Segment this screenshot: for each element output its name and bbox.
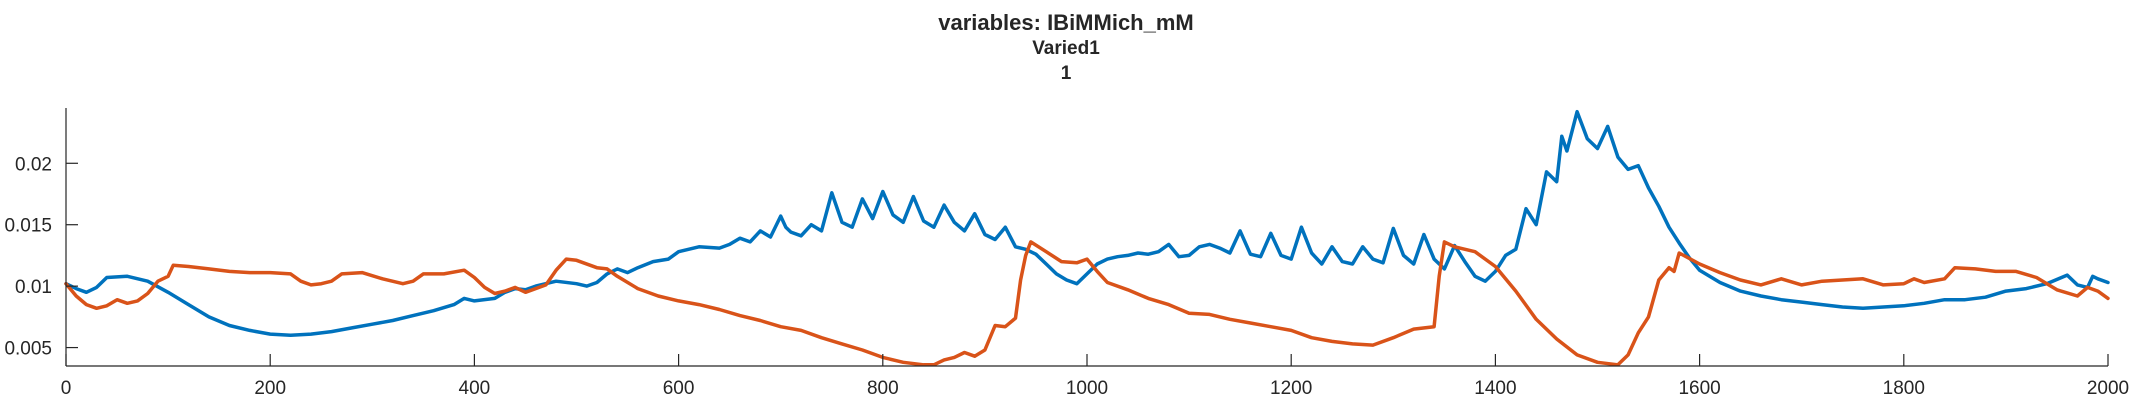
y-tick-label: 0.02	[15, 154, 52, 175]
x-tick-label: 0	[61, 378, 72, 399]
x-tick-label: 1200	[1270, 378, 1312, 399]
series-line-2	[64, 240, 2110, 367]
x-tick-label: 1400	[1474, 378, 1516, 399]
x-tick-label: 1600	[1678, 378, 1720, 399]
chart-subtitle-1: Varied1	[1032, 38, 1100, 59]
y-tick-label: 0.015	[4, 216, 52, 237]
x-tick-label: 1000	[1066, 378, 1108, 399]
series-line-1	[64, 109, 2110, 338]
x-tick-label: 600	[663, 378, 695, 399]
x-tick-label: 1800	[1883, 378, 1925, 399]
plot-area: 0 200 400 600 800 1000 1200 1400 1600 1800 2000 0.0…	[4, 108, 2129, 399]
x-tick-label: 200	[254, 378, 286, 399]
chart-title: variables: IBiMMich_mM	[938, 10, 1194, 35]
x-tick-label: 800	[867, 378, 899, 399]
y-tick-label: 0.01	[15, 277, 52, 298]
x-tick-label: 2000	[2087, 378, 2129, 399]
x-tick-label: 400	[459, 378, 491, 399]
y-tick-label: 0.005	[4, 339, 52, 360]
chart-subtitle-2: 1	[1061, 63, 1072, 84]
